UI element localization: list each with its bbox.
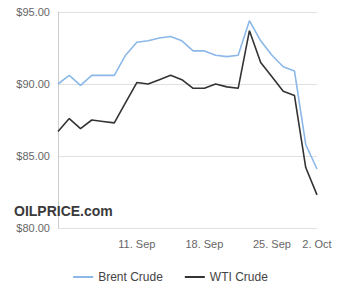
svg-text:18. Sep: 18. Sep xyxy=(185,238,223,250)
svg-text:OILPRICE.com: OILPRICE.com xyxy=(14,203,113,219)
svg-text:$95.00: $95.00 xyxy=(16,6,50,18)
svg-text:Brent Crude: Brent Crude xyxy=(98,270,163,284)
svg-text:$85.00: $85.00 xyxy=(16,150,50,162)
svg-text:$80.00: $80.00 xyxy=(16,222,50,234)
svg-text:2. Oct: 2. Oct xyxy=(302,238,331,250)
svg-text:WTI Crude: WTI Crude xyxy=(210,270,268,284)
svg-text:11. Sep: 11. Sep xyxy=(118,238,155,250)
svg-text:$90.00: $90.00 xyxy=(16,78,50,90)
svg-text:25. Sep: 25. Sep xyxy=(253,238,291,250)
